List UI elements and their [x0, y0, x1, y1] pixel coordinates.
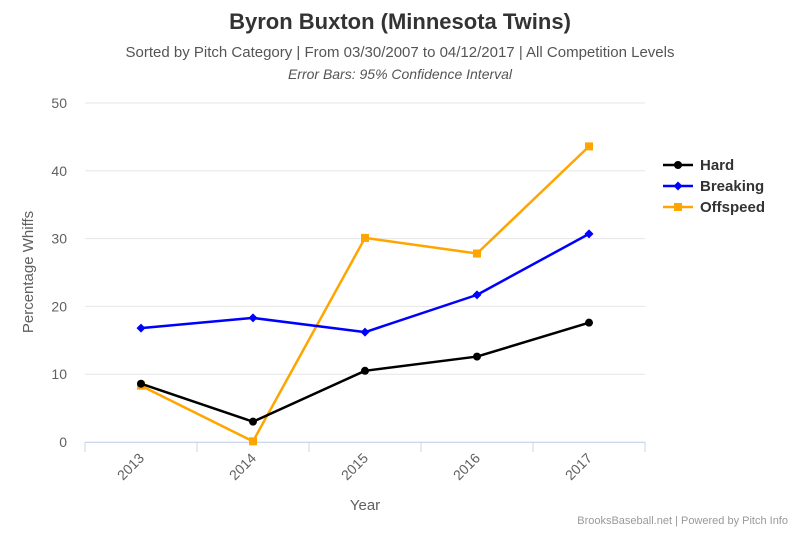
data-point-hard[interactable]	[473, 352, 481, 361]
data-point-hard[interactable]	[585, 318, 593, 327]
y-tick-label: 40	[51, 163, 67, 179]
data-point-offspeed[interactable]	[361, 233, 369, 242]
series-line-breaking	[139, 232, 591, 334]
grid	[85, 102, 645, 443]
y-tick-label: 50	[51, 95, 67, 111]
series-line-offspeed	[139, 145, 591, 443]
x-tick-label: 2014	[226, 450, 259, 483]
legend-symbol-marker[interactable]	[674, 203, 682, 211]
data-point-offspeed[interactable]	[585, 142, 593, 151]
data-point-hard[interactable]	[361, 366, 369, 375]
data-point-breaking[interactable]	[248, 313, 258, 323]
legend-item-offspeed[interactable]: Offspeed	[663, 199, 765, 216]
series-hard	[137, 318, 593, 426]
legend: Hard Breaking Offspeed	[663, 157, 765, 216]
data-point-hard[interactable]	[249, 417, 257, 426]
data-point-breaking[interactable]	[136, 323, 146, 333]
legend-item-hard[interactable]: Hard	[663, 157, 734, 174]
x-tick-label: 2015	[338, 450, 371, 483]
legend-item-breaking[interactable]: Breaking	[663, 178, 764, 195]
legend-label: Hard	[700, 157, 734, 174]
series-breaking	[136, 229, 594, 337]
x-tick-label: 2013	[114, 450, 147, 483]
y-tick-label: 10	[51, 366, 67, 382]
data-point-breaking[interactable]	[584, 229, 594, 239]
y-axis-title: Percentage Whiffs	[20, 211, 37, 333]
legend-label: Breaking	[700, 178, 764, 195]
x-axis-title: Year	[350, 497, 380, 514]
y-tick-label: 20	[51, 298, 67, 314]
axes: 0 10 20 30 40 50 2013 2014 2015 2016 2017	[51, 95, 646, 483]
chart-note: Error Bars: 95% Confidence Interval	[288, 66, 513, 82]
x-tick-label: 2017	[562, 450, 595, 483]
data-point-offspeed[interactable]	[249, 437, 257, 446]
data-point-hard[interactable]	[137, 379, 145, 388]
series-offspeed	[137, 142, 593, 446]
data-point-breaking[interactable]	[472, 290, 482, 300]
y-tick-label: 0	[59, 434, 67, 450]
chart-title: Byron Buxton (Minnesota Twins)	[229, 9, 571, 34]
series-group	[136, 142, 594, 446]
chart-subtitle: Sorted by Pitch Category | From 03/30/20…	[126, 44, 675, 61]
legend-symbol-marker[interactable]	[674, 161, 682, 169]
data-point-offspeed[interactable]	[473, 249, 481, 258]
y-tick-label: 30	[51, 231, 67, 247]
legend-symbol-marker[interactable]	[673, 181, 683, 191]
data-point-breaking[interactable]	[360, 327, 370, 337]
legend-label: Offspeed	[700, 199, 765, 216]
credits[interactable]: BrooksBaseball.net | Powered by Pitch In…	[577, 515, 788, 527]
x-tick-label: 2016	[450, 450, 483, 483]
